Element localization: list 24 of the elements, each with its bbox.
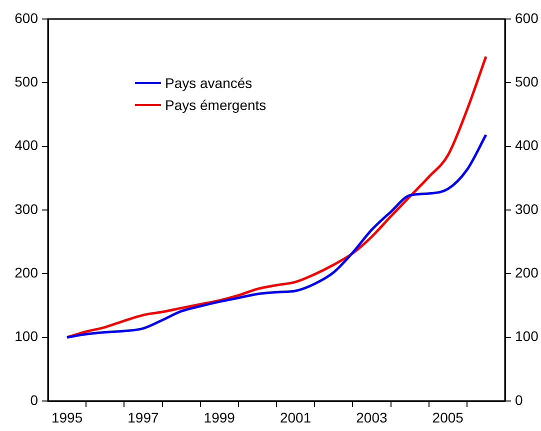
legend-label: Pays émergents xyxy=(165,97,266,113)
y-tick-label: 0 xyxy=(30,392,38,408)
x-tick-label: 2003 xyxy=(356,409,388,426)
legend-label: Pays avancés xyxy=(165,75,252,91)
y-tick-label: 200 xyxy=(14,264,38,281)
y2-tick-label: 0 xyxy=(515,392,523,408)
x-tick-label: 2001 xyxy=(280,409,312,426)
y-tick-label: 600 xyxy=(14,10,38,26)
y-tick-label: 300 xyxy=(14,200,38,217)
y-tick-label: 400 xyxy=(14,137,38,154)
y-tick-label: 100 xyxy=(14,328,38,344)
line-series xyxy=(66,55,488,339)
y2-tick-label: 400 xyxy=(515,137,539,154)
y2-tick-label: 100 xyxy=(515,328,539,344)
y2-tick-label: 200 xyxy=(515,264,539,281)
x-tick-label: 1997 xyxy=(128,409,159,426)
x-tick-label: 2005 xyxy=(432,409,464,426)
y2-tick-label: 600 xyxy=(515,10,539,26)
y-tick-label: 500 xyxy=(14,74,38,90)
line-series xyxy=(66,134,488,339)
y2-tick-label: 300 xyxy=(515,200,539,217)
x-tick-label: 1999 xyxy=(204,409,236,426)
y2-tick-label: 500 xyxy=(515,74,539,90)
x-tick-label: 1995 xyxy=(51,409,83,426)
